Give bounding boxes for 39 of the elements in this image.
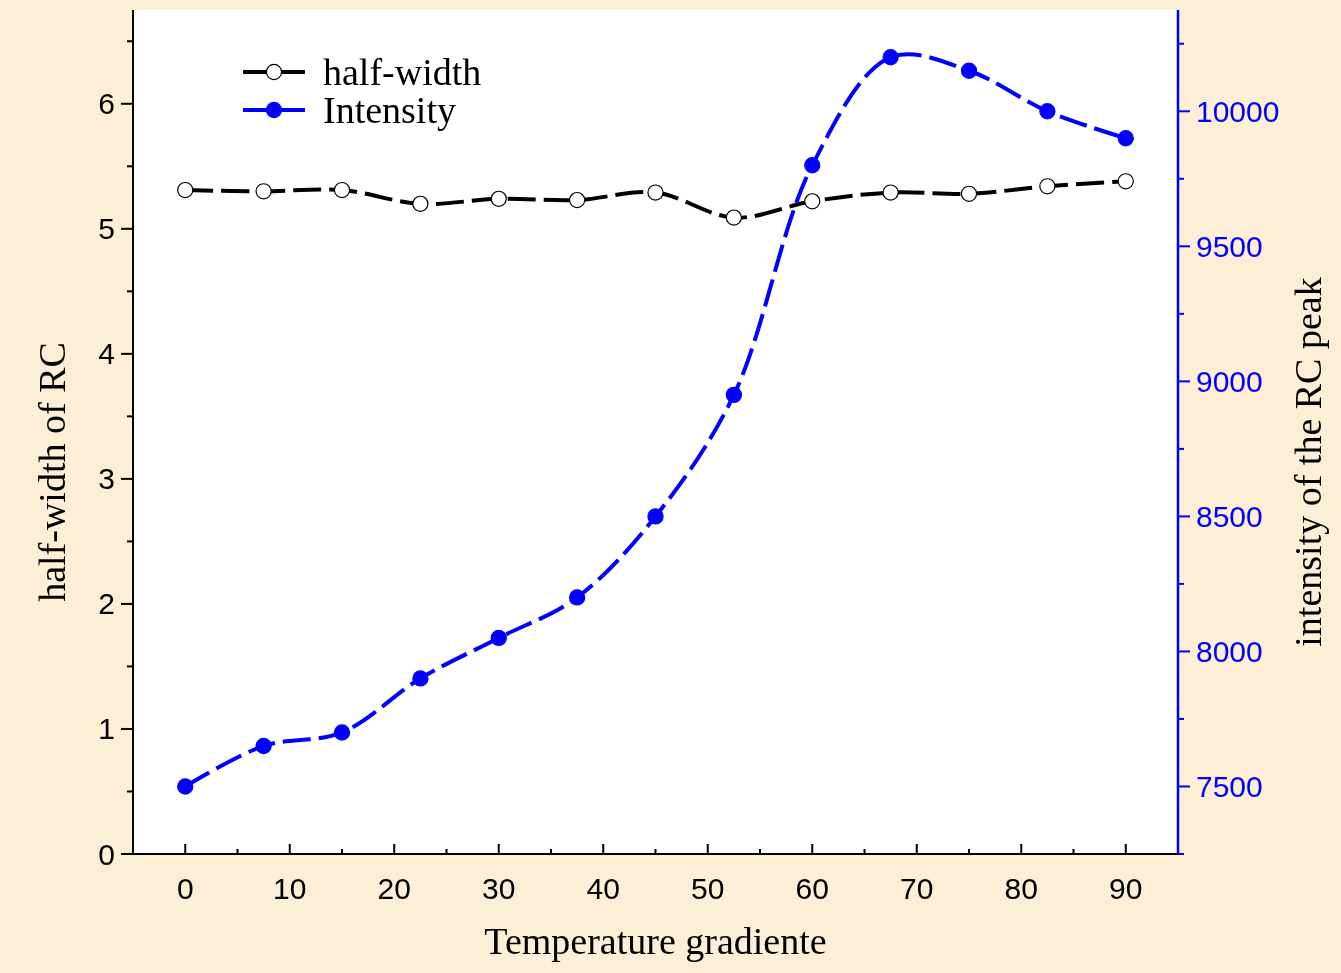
point (1039, 103, 1056, 120)
y-tick-label: 6 (98, 87, 115, 121)
x-tick-label: 10 (273, 872, 307, 905)
point (960, 62, 978, 79)
point (1117, 130, 1134, 147)
y-tick-label: 4 (98, 337, 115, 371)
y-tick-label: 3 (98, 462, 115, 496)
point (647, 508, 664, 525)
y-tick-label: 2 (98, 587, 115, 621)
x-tick-label: 50 (691, 872, 725, 905)
x-tick-label: 90 (1109, 872, 1143, 905)
y2-tick-label: 7500 (1196, 769, 1263, 803)
x-tick-label: 30 (482, 872, 516, 905)
y2-tick-label: 8500 (1196, 499, 1263, 533)
x-axis-title: Temperature gradiente (484, 920, 827, 962)
y-tick-label: 1 (98, 712, 115, 746)
point (177, 778, 194, 795)
x-tick-label: 70 (900, 872, 934, 905)
y2-tick-label: 10000 (1196, 94, 1280, 128)
y-axis-title: half-width of RC (31, 342, 73, 602)
x-tick-label: 80 (1004, 872, 1038, 905)
point (882, 49, 899, 66)
x-tick-label: 60 (795, 872, 829, 905)
point (804, 157, 821, 174)
point (725, 386, 743, 404)
point (412, 670, 429, 687)
x-tick-label: 0 (176, 872, 194, 905)
y-tick-label: 5 (98, 212, 115, 246)
point (255, 737, 272, 755)
point (568, 589, 586, 606)
point (490, 629, 507, 647)
y2-tick-label: 9500 (1196, 229, 1263, 263)
y2-axis-title: intensity of the RC peak (1287, 277, 1329, 647)
x-tick-label: 40 (586, 872, 620, 905)
y2-tick-label: 8000 (1196, 634, 1263, 668)
y-tick-label: 0 (98, 837, 115, 871)
y2-tick-label: 9000 (1196, 364, 1263, 398)
x-tick-label: 20 (377, 872, 411, 905)
point (333, 724, 351, 741)
